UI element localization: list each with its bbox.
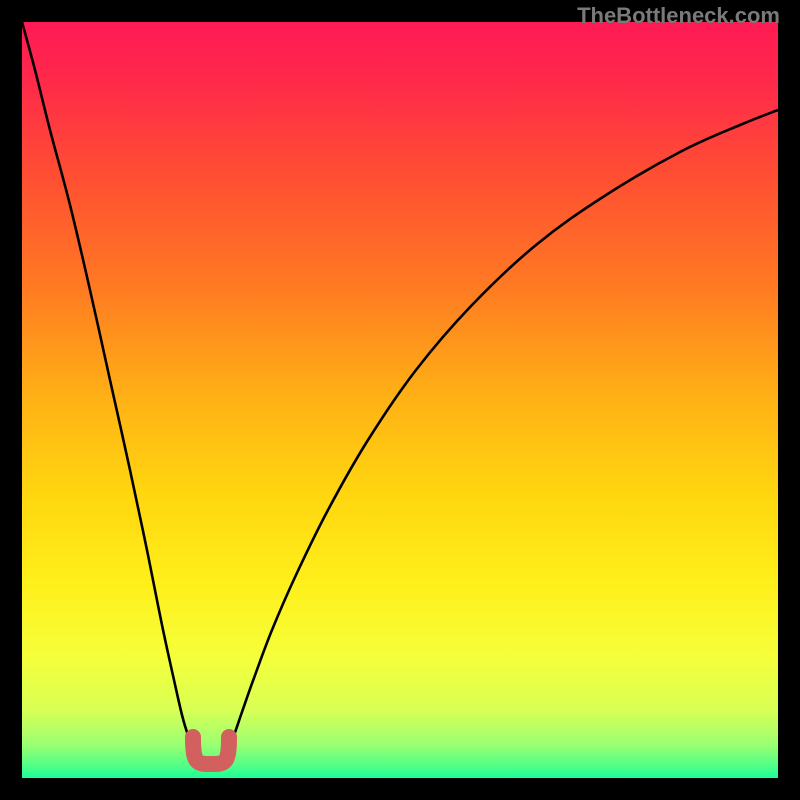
watermark-text: TheBottleneck.com: [577, 3, 780, 29]
curve-right: [229, 110, 778, 745]
valley-marker: [193, 737, 229, 764]
curve-left: [22, 22, 193, 745]
chart-svg: [0, 0, 800, 800]
